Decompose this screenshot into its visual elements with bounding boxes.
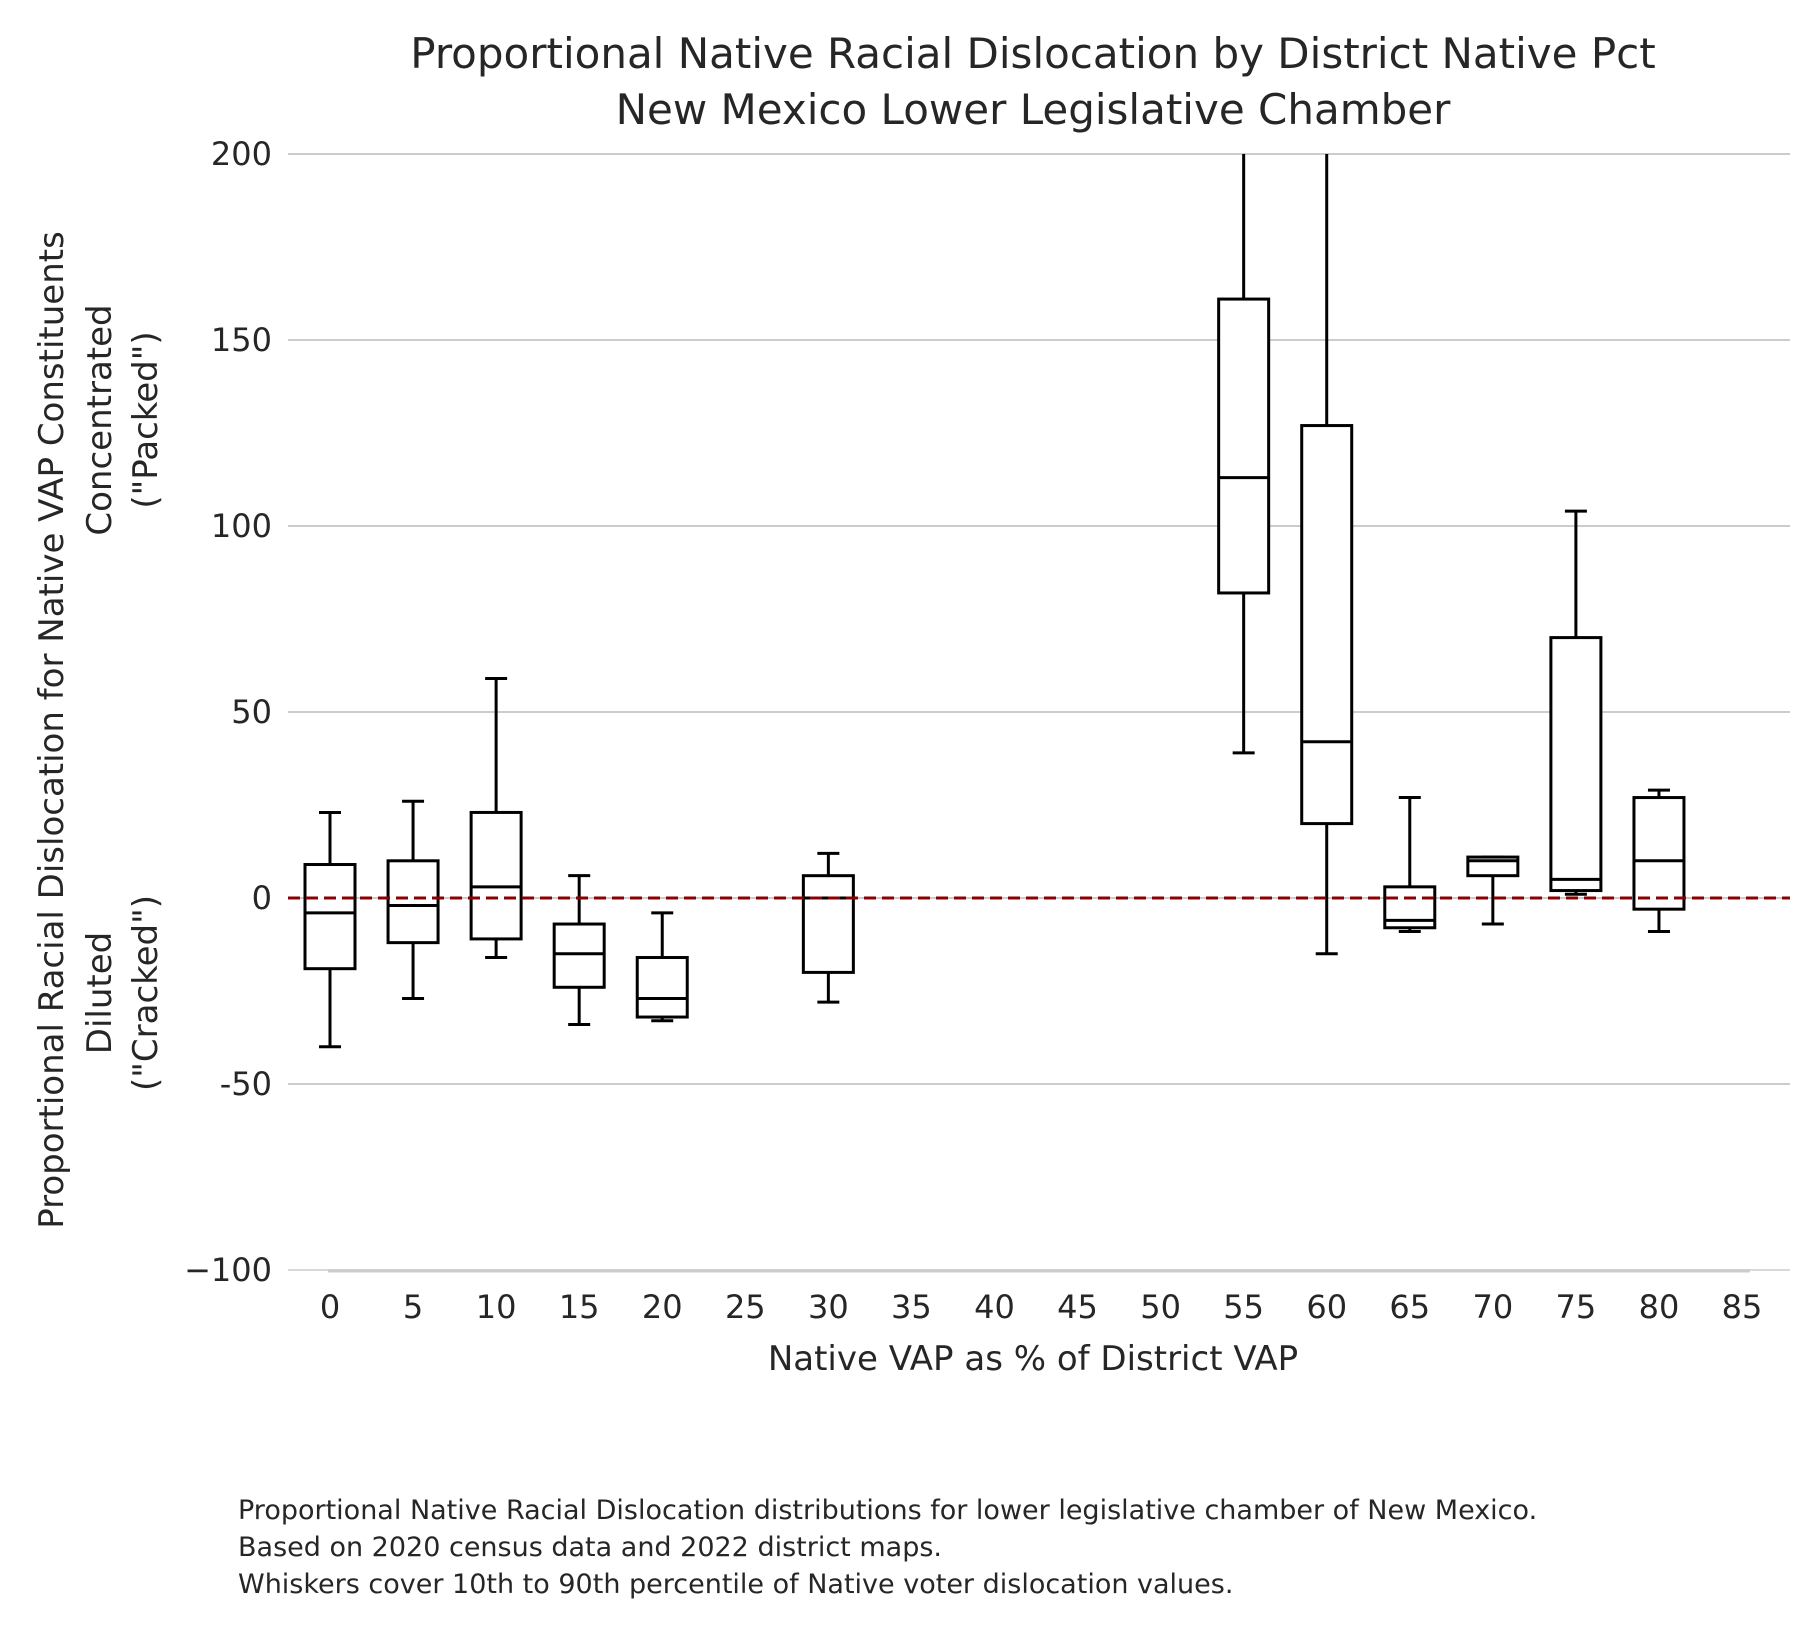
x-tick-label: 50: [1140, 1288, 1181, 1326]
x-tick-labels: 0 5 10 15 20 25 30 35 40 45 50 55 60 65 70 75 80 85: [320, 1288, 1763, 1326]
y-tick-label: -50: [220, 1065, 272, 1103]
y-tick-labels: −100 -50 0 50 100 150 200: [184, 135, 272, 1289]
y-axis-label-main: Proportional Racial Dislocation for Nati…: [32, 231, 72, 1229]
x-tick-label: 70: [1472, 1288, 1513, 1326]
iqr-box: [552, 922, 606, 989]
x-tick-label: 75: [1556, 1288, 1597, 1326]
y-axis-label-diluted: Diluted: [80, 932, 120, 1054]
iqr-box: [303, 863, 357, 971]
y-tick-label: 50: [231, 693, 272, 731]
y-axis-label: Proportional Racial Dislocation for Nati…: [32, 231, 166, 1229]
x-tick-label: 20: [642, 1288, 683, 1326]
box-80: [1632, 788, 1686, 933]
y-tick-label: −100: [184, 1251, 272, 1289]
y-tick-label: 0: [252, 879, 272, 917]
iqr-box: [1300, 424, 1354, 826]
iqr-box: [386, 859, 440, 945]
iqr-box: [1632, 796, 1686, 911]
x-tick-label: 15: [559, 1288, 600, 1326]
boxes: [303, 154, 1686, 1049]
caption-line-3: Whiskers cover 10th to 90th percentile o…: [238, 1569, 1234, 1600]
x-tick-label: 60: [1306, 1288, 1347, 1326]
x-tick-label: 45: [1057, 1288, 1098, 1326]
y-tick-label: 100: [211, 507, 272, 545]
x-tick-label: 80: [1639, 1288, 1680, 1326]
box-5: [386, 799, 440, 1000]
y-axis-label-packed: ("Packed"): [126, 331, 166, 508]
chart-subtitle: New Mexico Lower Legislative Chamber: [616, 85, 1452, 134]
x-tick-label: 40: [974, 1288, 1015, 1326]
box-55: [1217, 154, 1271, 755]
iqr-box: [801, 874, 855, 974]
box-30: [801, 851, 855, 1004]
box-20: [635, 911, 689, 1023]
caption: Proportional Native Racial Dislocation d…: [238, 1492, 1537, 1603]
y-axis-label-cracked: ("Cracked"): [126, 895, 166, 1091]
y-axis-label-concentrated: Concentrated: [80, 304, 120, 535]
iqr-box: [635, 956, 689, 1019]
x-tick-label: 10: [476, 1288, 517, 1326]
chart-title: Proportional Native Racial Dislocation b…: [410, 29, 1656, 78]
box-10: [469, 677, 523, 960]
x-tick-label: 65: [1389, 1288, 1430, 1326]
x-axis-label: Native VAP as % of District VAP: [768, 1339, 1298, 1379]
box-75: [1549, 509, 1603, 896]
iqr-box: [1217, 297, 1271, 595]
caption-line-1: Proportional Native Racial Dislocation d…: [238, 1495, 1538, 1526]
x-tick-label: 85: [1722, 1288, 1763, 1326]
x-tick-label: 55: [1223, 1288, 1264, 1326]
box-0: [303, 810, 357, 1049]
caption-line-2: Based on 2020 census data and 2022 distr…: [238, 1532, 942, 1563]
grid-lines: [288, 153, 1790, 1273]
x-tick-label: 0: [320, 1288, 340, 1326]
box-60: [1300, 154, 1354, 956]
x-tick-label: 5: [403, 1288, 423, 1326]
iqr-box: [469, 810, 523, 941]
y-tick-label: 200: [211, 135, 272, 173]
box-65: [1383, 796, 1437, 933]
box-15: [552, 874, 606, 1026]
iqr-box: [1549, 636, 1603, 893]
x-tick-label: 35: [891, 1288, 932, 1326]
box-70: [1466, 855, 1520, 926]
x-tick-label: 25: [725, 1288, 766, 1326]
y-tick-label: 150: [211, 321, 272, 359]
x-tick-label: 30: [808, 1288, 849, 1326]
